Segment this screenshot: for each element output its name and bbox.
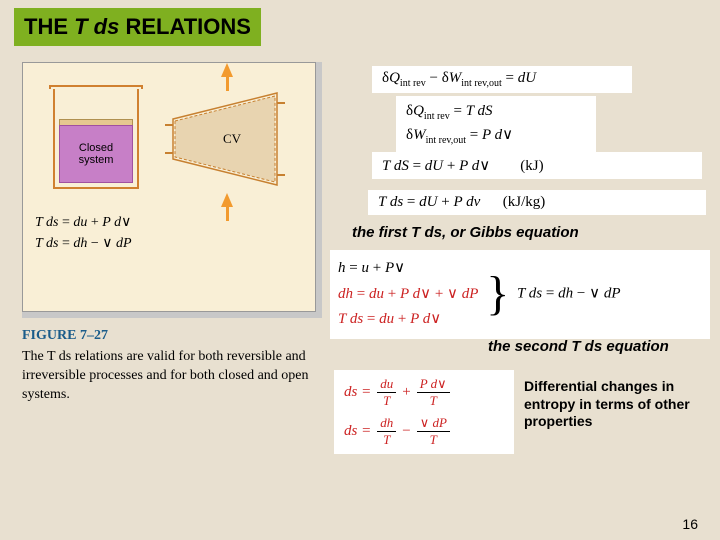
figure-equations: T ds = du + P d∨ T ds = dh − ∨ dP	[35, 212, 303, 254]
arrow-stem	[226, 207, 229, 221]
eq-ds-block: ds = duT + P d∨T ds = dhT − ∨ dPT	[334, 370, 514, 454]
figure-caption: FIGURE 7–27 The T ds relations are valid…	[22, 328, 322, 405]
closed-system-label: Closed system	[59, 125, 133, 183]
title-pre: THE	[24, 14, 74, 39]
figure-shadow: Closed system CV	[22, 62, 322, 318]
figure-number: FIGURE 7–27	[22, 328, 322, 344]
label-second-tds: the second T ds equation	[488, 338, 669, 355]
cv-diagram: CV	[165, 89, 285, 194]
fig-eq-2: T ds = dh − ∨ dP	[35, 233, 303, 254]
eq-enthalpy-block: h = u + P∨ dh = du + P d∨ + ∨ dP T ds = …	[330, 250, 710, 339]
title-ital: T ds	[74, 14, 119, 39]
diagram-row: Closed system CV	[35, 75, 303, 194]
arrow-up-icon	[221, 63, 233, 77]
slide-title: THE T ds RELATIONS	[14, 8, 261, 46]
page-number: 16	[682, 516, 698, 532]
figure-column: Closed system CV	[22, 62, 322, 405]
label-first-tds: the first T ds, or Gibbs equation	[352, 224, 579, 241]
title-post: RELATIONS	[119, 14, 251, 39]
figure-box: Closed system CV	[22, 62, 316, 312]
cv-label: CV	[223, 131, 241, 147]
label-differential: Differential changes in entropy in terms…	[524, 378, 704, 431]
eq-tds-kJkg: T ds = dU + P dv (kJ/kg)	[368, 190, 706, 215]
arrow-up-icon	[221, 193, 233, 207]
beaker: Closed system	[53, 89, 139, 189]
closed-system-diagram: Closed system	[53, 89, 139, 189]
fig-eq-1: T ds = du + P d∨	[35, 212, 303, 233]
eq-first-law: δQint rev − δWint rev,out = dU	[372, 66, 632, 93]
arrow-stem	[226, 77, 229, 91]
eq-tds-kJ: T dS = dU + P d∨ (kJ)	[372, 152, 702, 179]
eq-definitions: δQint rev = T dS δWint rev,out = P d∨	[396, 96, 596, 152]
figure-caption-text: The T ds relations are valid for both re…	[22, 348, 322, 405]
